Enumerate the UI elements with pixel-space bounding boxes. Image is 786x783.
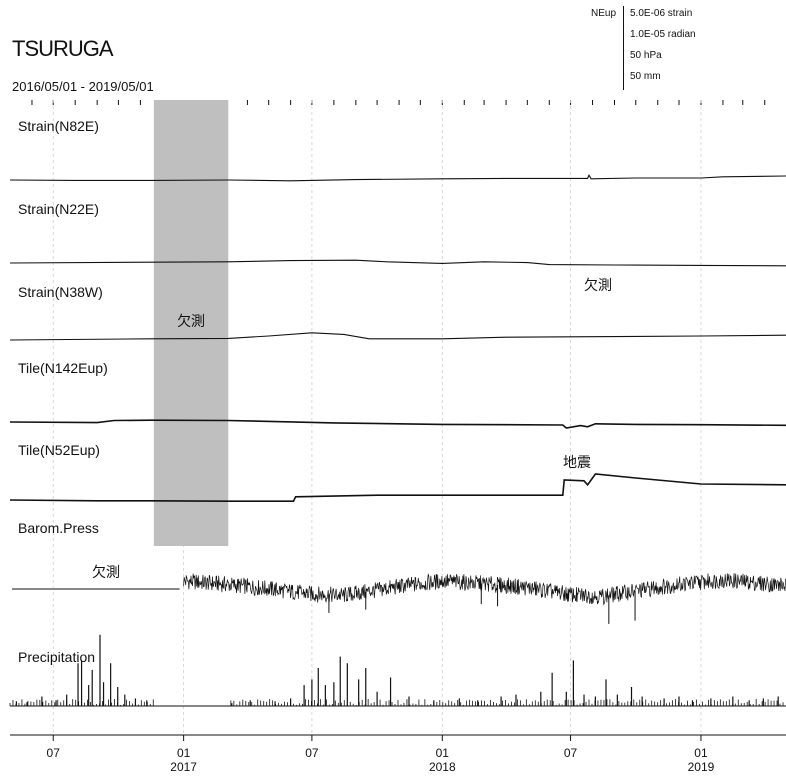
x-tick-label: 01	[436, 746, 450, 760]
series-label: Tile(N142Eup)	[18, 360, 108, 376]
series-line-4	[9, 473, 786, 502]
annotation-label: 欠測	[584, 277, 612, 293]
frame-layer	[10, 705, 786, 736]
x-tick-label: 07	[305, 746, 319, 760]
missing-data-band	[153, 100, 229, 546]
series-label: Precipitation	[18, 649, 95, 665]
series-line-1	[9, 259, 786, 267]
missing-data-layer: 欠測	[153, 100, 229, 546]
scale-key-radian: 1.0E-05 radian	[630, 29, 696, 40]
series-label: Strain(N82E)	[18, 118, 99, 134]
scale-key-pressure: 50 hPa	[630, 50, 662, 61]
series-label: Tile(N52Eup)	[18, 442, 100, 458]
x-tick-year: 2018	[429, 760, 456, 774]
x-tick-label: 01	[177, 746, 191, 760]
annotation-label: 欠測	[92, 564, 120, 580]
series-line-baro	[183, 573, 786, 606]
series-line-0	[9, 173, 786, 182]
series-label: Strain(N22E)	[18, 201, 99, 217]
missing-data-label: 欠測	[177, 313, 205, 329]
x-tick-year: 2017	[170, 760, 197, 774]
scale-key-component: NEup	[590, 8, 616, 19]
series-line-3	[9, 419, 786, 429]
x-tick-label: 07	[564, 746, 578, 760]
scale-key-precip: 50 mm	[630, 71, 661, 82]
series-label: Strain(N38W)	[18, 284, 103, 300]
series-label: Barom.Press	[18, 520, 99, 536]
date-range: 2016/05/01 - 2019/05/01	[12, 79, 154, 94]
annotation-label: 地震	[563, 454, 591, 470]
scale-key: NEup 5.0E-06 strain 1.0E-05 radian 50 hP…	[568, 6, 778, 90]
series-line-2	[9, 332, 786, 341]
x-tick-year: 2019	[688, 760, 715, 774]
x-tick-label: 01	[694, 746, 708, 760]
scale-key-divider	[623, 6, 624, 90]
scale-key-strain: 5.0E-06 strain	[630, 8, 693, 19]
x-tick-label: 07	[47, 746, 61, 760]
series-labels: Strain(N82E) Strain(N22E) Strain(N38W) Tile…	[18, 118, 612, 665]
series-layer	[9, 173, 786, 706]
station-title: TSURUGA	[12, 36, 114, 61]
gridlines	[31, 100, 766, 735]
